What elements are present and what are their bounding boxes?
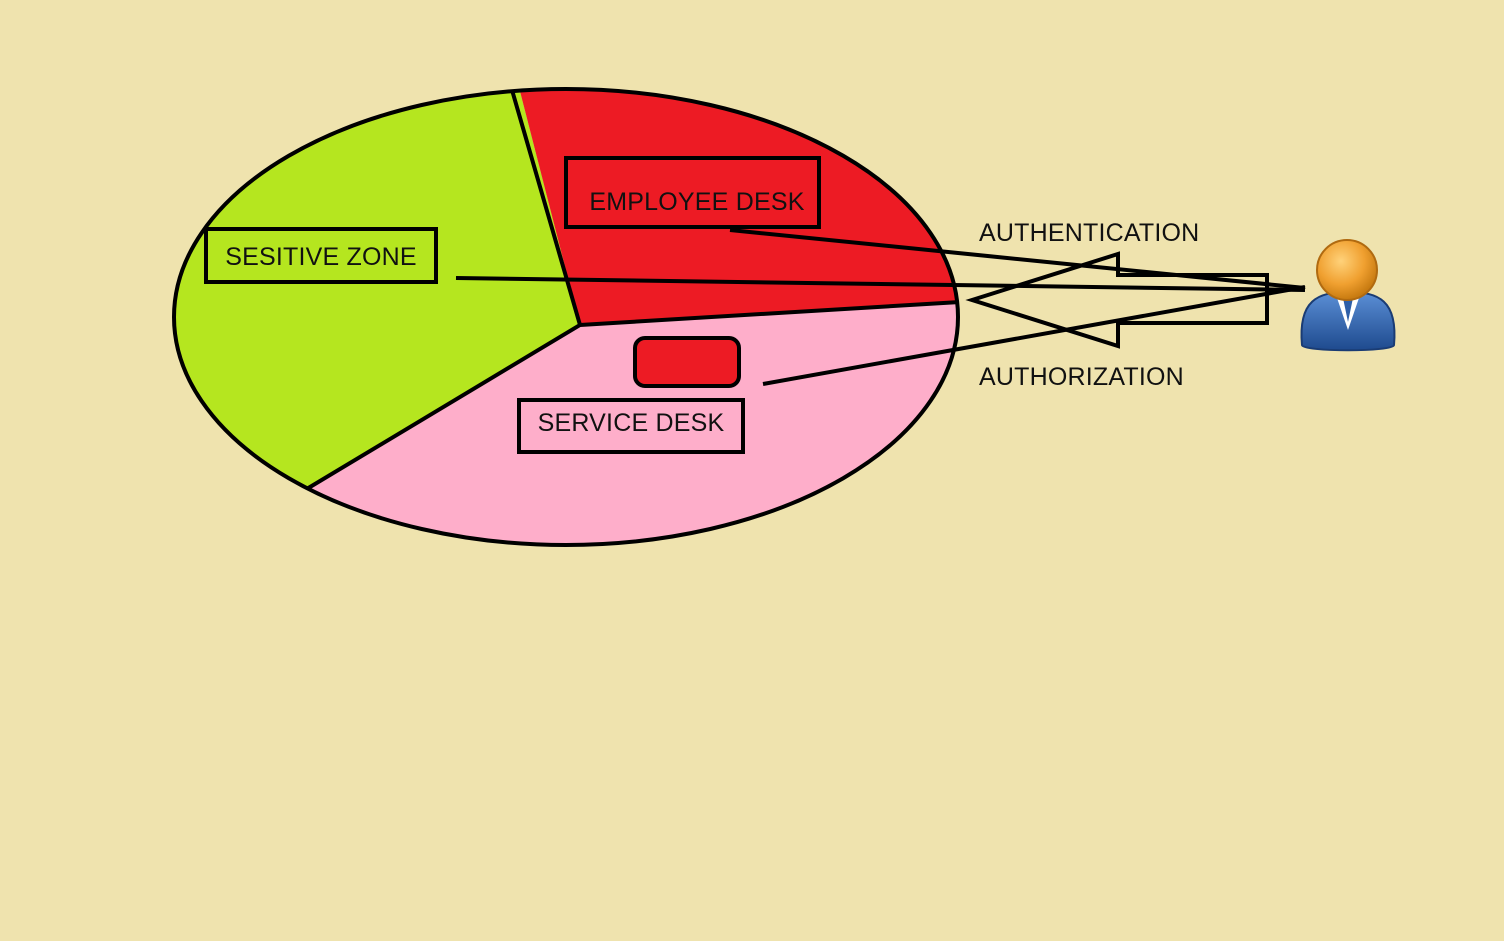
zones-ellipse — [174, 89, 958, 545]
service-desk-terminal — [633, 336, 741, 388]
access-arrow — [965, 251, 1269, 349]
service-desk-box: SERVICE DESK — [517, 398, 745, 454]
service-desk-area — [174, 300, 958, 545]
authentication-label: AUTHENTICATION — [979, 219, 1199, 247]
user-icon — [1300, 239, 1396, 352]
sensitive-zone-line — [455, 276, 1306, 292]
service-desk-line — [762, 285, 1306, 386]
employee-desk-line — [729, 228, 1306, 290]
zones-outline — [172, 87, 960, 547]
sensitive-zone-label: SESITIVE ZONE — [225, 243, 417, 271]
employee-desk-box: EMPLOYEE DESK — [564, 156, 821, 229]
zone-divider — [579, 300, 958, 327]
employee-desk-label: EMPLOYEE DESK — [589, 188, 804, 216]
authorization-label: AUTHORIZATION — [979, 363, 1184, 391]
connection-lines — [455, 228, 1306, 386]
sensitive-zone-box: SESITIVE ZONE — [204, 227, 438, 284]
service-desk-label: SERVICE DESK — [538, 409, 725, 437]
